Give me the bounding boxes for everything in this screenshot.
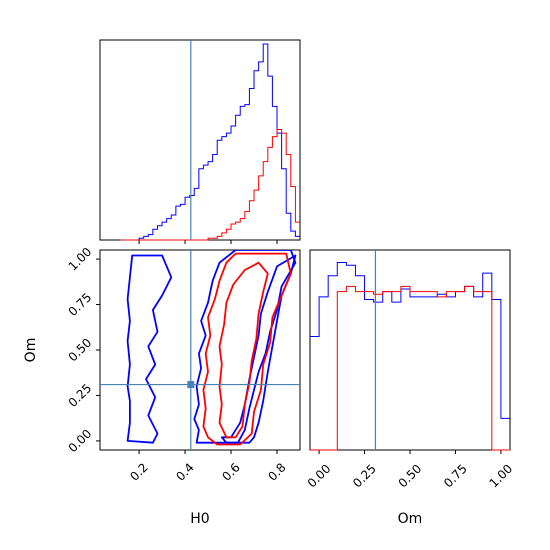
om-histogram-series-1 — [310, 285, 510, 451]
y-axis-label-om: Om — [23, 338, 39, 363]
contour-ytick-label-1: 0.25 — [66, 381, 95, 410]
om-xtick-label-4: 1.00 — [487, 462, 516, 491]
contour-xtick-label-1: 0.4 — [173, 460, 196, 483]
om-xtick-label-1: 0.25 — [350, 462, 379, 491]
om-xtick-label-0: 0.00 — [305, 462, 334, 491]
contour-line-0 — [126, 254, 173, 444]
contour-xtick-label-0: 0.2 — [127, 460, 150, 483]
truth-marker — [187, 381, 195, 389]
om-marginal-panel — [309, 249, 511, 451]
h0-marginal-panel — [99, 39, 301, 241]
contour-line-4 — [218, 261, 269, 439]
contour-ytick-label-2: 0.50 — [66, 336, 95, 365]
om-histogram-series-0 — [310, 262, 510, 419]
om-xtick-label-2: 0.50 — [396, 462, 425, 491]
h0-om-contour-panel — [99, 249, 301, 451]
contour-line-3 — [202, 252, 292, 446]
contour-line-2 — [220, 254, 297, 444]
contour-frame — [99, 249, 301, 451]
contour-xtick-label-3: 0.8 — [265, 460, 288, 483]
contour-ytick-label-0: 0.00 — [66, 427, 95, 456]
contour-ytick-label-4: 1.00 — [66, 245, 95, 274]
h0-histogram-series-1 — [120, 129, 300, 241]
om-marginal-frame — [309, 249, 511, 451]
om-xtick-label-3: 0.75 — [441, 462, 470, 491]
x-axis-label-h0: H0 — [190, 511, 209, 527]
h0-histogram-series-0 — [120, 43, 300, 241]
contour-ytick-label-3: 0.75 — [66, 290, 95, 319]
h0-marginal-frame — [99, 39, 301, 241]
contour-xtick-label-2: 0.6 — [219, 460, 242, 483]
contour-lines-group — [126, 250, 297, 446]
contour-line-1 — [193, 250, 297, 444]
x-axis-label-om: Om — [398, 511, 423, 527]
